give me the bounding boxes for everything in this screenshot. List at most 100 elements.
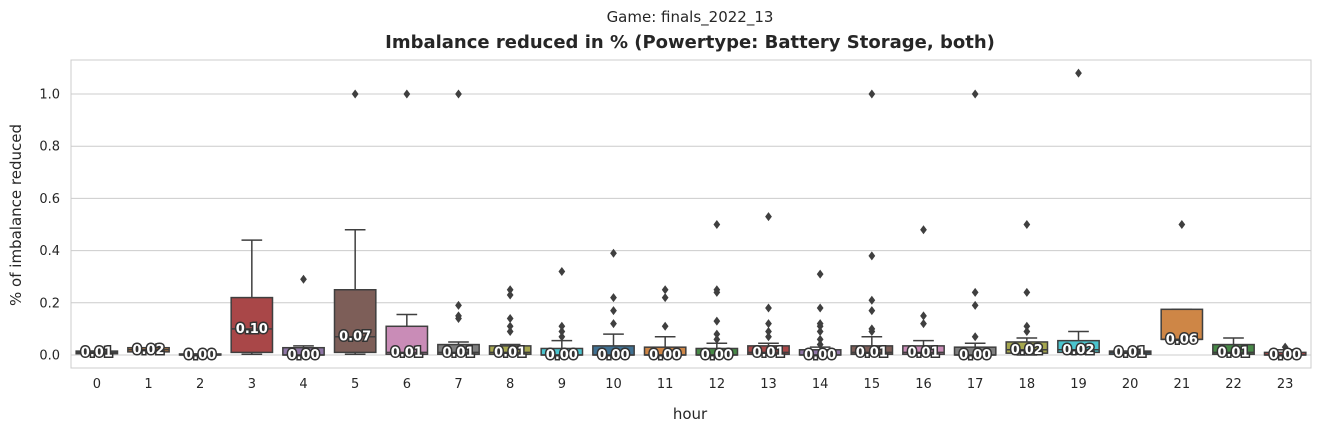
x-tick-label: 7 (454, 377, 462, 392)
outlier-marker (661, 285, 669, 295)
y-axis-label: % of imbalance reduced (7, 124, 25, 306)
box-hour-8: 0.01 (488, 285, 532, 362)
outlier-marker (713, 334, 721, 344)
outlier-marker (610, 306, 617, 316)
median-label: 0.10 (236, 322, 268, 337)
x-tick-label: 17 (967, 377, 984, 392)
outlier-marker (765, 319, 772, 329)
box-hour-13: 0.01 (747, 212, 790, 362)
outlier-marker (713, 285, 721, 295)
box-hour-14: 0.00 (798, 269, 842, 365)
x-tick-label: 20 (1122, 377, 1139, 392)
median-label: 0.00 (287, 348, 319, 363)
outlier-marker (506, 313, 514, 323)
outlier-marker (868, 324, 876, 334)
x-tick-label: 18 (1019, 377, 1036, 392)
y-tick-label: 0.4 (39, 244, 60, 259)
x-tick-label: 5 (351, 377, 359, 392)
outlier-marker (1023, 220, 1031, 229)
outlier-marker (558, 266, 566, 276)
median-label: 0.00 (597, 348, 629, 363)
iqr-box (437, 343, 480, 355)
outlier-marker (558, 321, 566, 331)
outlier-marker (506, 321, 514, 331)
median-label: 0.01 (1217, 345, 1249, 360)
outlier-marker (610, 248, 617, 258)
outlier-marker (661, 321, 669, 331)
box-hour-6: 0.01 (385, 89, 429, 362)
y-tick-label: 0.2 (39, 296, 60, 311)
median-label: 0.01 (494, 345, 526, 360)
box-hour-9: 0.00 (540, 266, 584, 365)
outlier-marker (300, 274, 307, 284)
box-hour-18: 0.02 (1005, 220, 1049, 359)
outlier-marker (713, 316, 721, 326)
box-hour-7: 0.01 (437, 89, 480, 362)
box-hour-22: 0.01 (1212, 337, 1255, 362)
outlier-marker (1075, 68, 1082, 78)
median-label: 0.00 (1269, 348, 1301, 363)
median-label: 0.01 (391, 345, 423, 360)
x-tick-label: 14 (812, 377, 829, 392)
outlier-marker (816, 340, 824, 350)
outlier-marker (920, 319, 927, 329)
outlier-marker (868, 89, 876, 99)
x-tick-label: 1 (144, 377, 152, 392)
outlier-marker (610, 293, 617, 303)
outlier-marker (1178, 220, 1186, 229)
median-label: 0.00 (184, 348, 216, 363)
median-label: 0.00 (546, 348, 578, 363)
x-tick-label: 19 (1070, 377, 1087, 392)
x-tick-label: 21 (1174, 377, 1191, 392)
outlier-marker (920, 311, 927, 321)
outlier-marker (816, 303, 824, 313)
chart-title: Imbalance reduced in % (Powertype: Batte… (385, 32, 995, 53)
box-hour-19: 0.02 (1057, 68, 1100, 359)
median-label: 0.02 (1062, 343, 1094, 358)
outlier-marker (1023, 327, 1031, 337)
box-hour-15: 0.01 (850, 89, 894, 362)
outlier-marker (558, 332, 566, 342)
gridlines (71, 93, 1311, 356)
outlier-marker (765, 212, 772, 222)
median-label: 0.02 (1011, 343, 1043, 358)
median-label: 0.01 (856, 345, 888, 360)
median-label: 0.01 (752, 345, 784, 360)
box-hour-16: 0.01 (902, 225, 945, 362)
x-tick-label: 12 (709, 377, 726, 392)
median-label: 0.00 (649, 348, 681, 363)
x-tick-labels: 0 1 2 3 4 5 6 7 8 9 10 11 12 13 14 15 16 17 18 19 20 21 22 23 (93, 377, 1294, 392)
outlier-marker (765, 303, 772, 313)
box-hour-1: 0.02 (127, 341, 170, 359)
box-hour-3: 0.10 (230, 239, 274, 355)
iqr-box (1005, 341, 1049, 354)
outlier-marker (1281, 342, 1289, 352)
outlier-marker (506, 285, 514, 295)
iqr-box (1212, 343, 1255, 355)
outlier-marker (713, 220, 721, 229)
median-label: 0.01 (81, 345, 113, 360)
outlier-marker (1023, 287, 1031, 297)
median-label: 0.07 (339, 330, 371, 345)
box-hour-11: 0.00 (643, 285, 687, 365)
median-label: 0.02 (132, 343, 164, 358)
median-label: 0.00 (701, 348, 733, 363)
median-label: 0.00 (959, 348, 991, 363)
iqr-box (747, 345, 790, 355)
median-label: 0.00 (804, 348, 836, 363)
outlier-marker (971, 300, 979, 310)
figure-suptitle: Game: finals_2022_13 (607, 8, 774, 27)
outlier-marker (1023, 321, 1031, 331)
median-label: 0.01 (442, 345, 474, 360)
iqr-box (385, 325, 429, 355)
outlier-marker (506, 290, 514, 300)
iqr-box (230, 296, 274, 354)
box-hour-17: 0.00 (953, 89, 997, 365)
box-hour-10: 0.00 (592, 248, 635, 365)
outlier-marker (351, 89, 359, 99)
outlier-marker (765, 327, 772, 337)
x-tick-label: 13 (760, 377, 777, 392)
outlier-marker (713, 329, 721, 339)
iqr-box (488, 345, 532, 355)
